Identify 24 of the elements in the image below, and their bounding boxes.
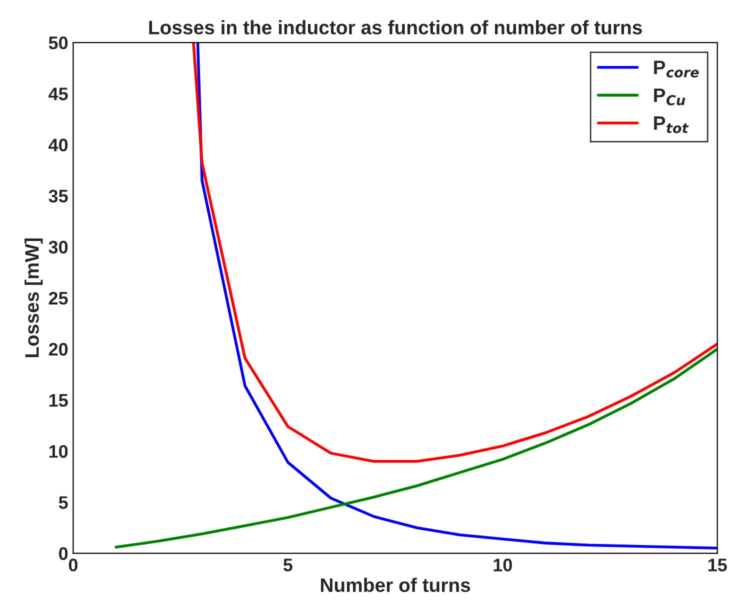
x-tick-label: 5: [283, 558, 292, 572]
y-tick-label: 40: [48, 138, 68, 152]
y-tick-label: 30: [48, 240, 68, 254]
x-tick-label: 15: [708, 558, 727, 572]
y-axis-title: Losses [mW]: [24, 238, 43, 358]
line-series: [114, 348, 718, 549]
legend-label: P$_{tot}$: [654, 116, 689, 134]
y-tick-label: 10: [49, 445, 68, 458]
x-tick-label: 10: [494, 558, 512, 572]
line-series: [196, 42, 718, 550]
y-tick-label: 50: [48, 36, 68, 50]
y-tick-label: 15: [49, 394, 68, 407]
y-tick-label: 45: [48, 88, 68, 100]
chart-title: Losses in the inductor as function of number of turns: [149, 20, 642, 34]
legend-label: P$_{core}$: [654, 60, 699, 78]
legend-label: P$_{Cu}$: [654, 88, 686, 106]
y-tick-label: 35: [48, 190, 68, 203]
line-series: [192, 42, 718, 463]
y-tick-label: 20: [48, 342, 68, 356]
y-tick-label: 5: [58, 496, 68, 509]
y-tick-label: 0: [59, 547, 68, 560]
x-tick-label: 0: [68, 558, 78, 572]
x-axis-title: Number of turns: [320, 578, 470, 592]
y-tick-label: 25: [48, 292, 68, 305]
